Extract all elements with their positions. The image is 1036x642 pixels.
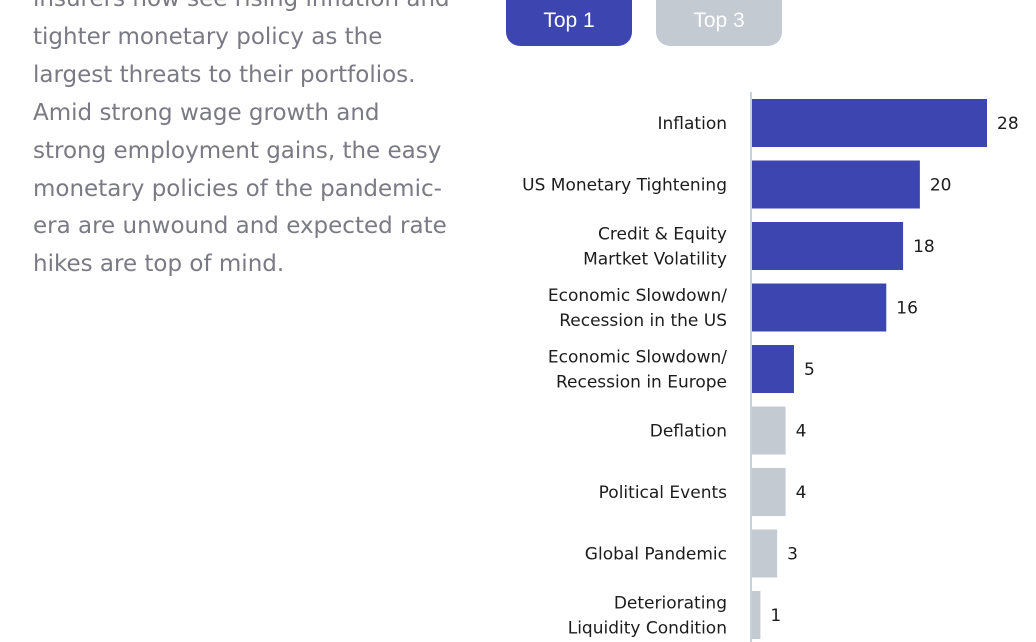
category-label: Economic Slowdown/Recession in the US [548, 286, 727, 331]
bar[interactable] [752, 160, 920, 209]
category-label: Global Pandemic [585, 545, 727, 565]
value-label: 4 [796, 422, 807, 442]
category-label: Deteriorating Liquidity Condition [568, 594, 727, 639]
value-label: 4 [796, 483, 807, 503]
bar[interactable] [752, 468, 786, 516]
value-label: 28 [997, 114, 1019, 134]
value-label: 18 [913, 237, 935, 257]
tab-top-1[interactable]: Top 1 [506, 0, 632, 46]
value-label: 1 [770, 606, 781, 626]
bar[interactable] [752, 283, 887, 332]
category-label: Credit & Equity Martket Volatility [583, 225, 727, 270]
value-label: 3 [787, 545, 798, 565]
bar[interactable] [752, 529, 778, 578]
bar[interactable] [752, 99, 987, 147]
category-label: Inflation [658, 114, 727, 134]
bar[interactable] [752, 222, 904, 270]
bar[interactable] [752, 406, 786, 455]
value-label: 5 [804, 360, 815, 380]
bar[interactable] [752, 591, 761, 639]
category-label: Deflation [650, 422, 727, 442]
category-label: Political Events [599, 483, 727, 503]
value-label: 20 [930, 176, 952, 196]
category-label: Economic Slowdown/Recession in Europe [548, 348, 727, 393]
tab-top-3[interactable]: Top 3 [656, 0, 782, 46]
body-text: insurers now see rising inflation and ti… [33, 0, 450, 278]
category-label: US Monetary Tightening [522, 176, 727, 196]
value-label: 16 [896, 299, 918, 319]
bar[interactable] [752, 345, 794, 393]
